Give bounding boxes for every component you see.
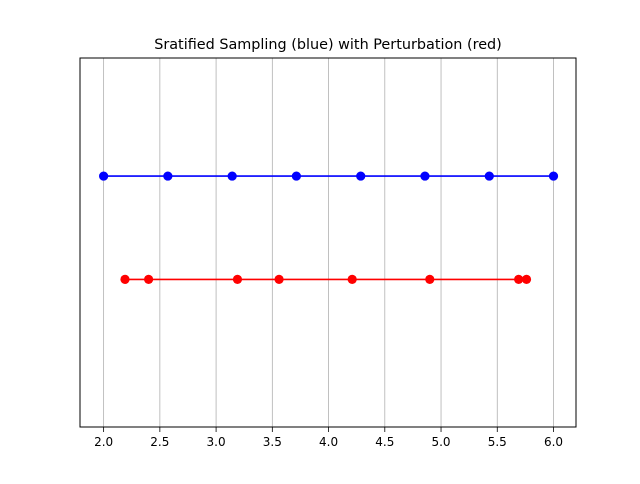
- series-layer: [99, 171, 559, 284]
- data-point: [548, 171, 559, 181]
- data-point: [99, 171, 109, 181]
- x-tick-label: 2.0: [94, 435, 113, 449]
- data-point: [291, 171, 301, 181]
- data-point: [120, 274, 130, 284]
- x-tick-label: 5.5: [488, 435, 507, 449]
- data-point: [356, 171, 366, 181]
- data-point: [144, 274, 154, 284]
- data-point: [232, 274, 243, 284]
- x-tick-label: 4.0: [319, 435, 338, 449]
- data-point: [484, 171, 494, 181]
- data-point: [420, 171, 430, 181]
- data-point: [163, 171, 173, 181]
- x-tick-label: 2.5: [150, 435, 169, 449]
- data-point: [514, 274, 524, 284]
- data-point: [347, 274, 357, 284]
- series-red: [120, 274, 532, 284]
- data-point: [521, 274, 532, 284]
- plot-frame: [79, 57, 577, 428]
- x-tick-label: 3.5: [263, 435, 282, 449]
- data-point: [227, 171, 237, 181]
- x-tick-label: 6.0: [544, 435, 563, 449]
- chart-title: Sratified Sampling (blue) with Perturbat…: [154, 37, 502, 53]
- x-axis: 2.0 2.5 3.0 3.5 4.0 4.5 5.0 5.5 6.0: [94, 427, 563, 449]
- x-tick-label: 3.0: [207, 435, 226, 449]
- series-blue: [99, 171, 559, 181]
- x-tick-label: 5.0: [431, 435, 450, 449]
- data-point: [425, 274, 435, 284]
- grid-layer: [103, 58, 554, 427]
- data-point: [274, 274, 284, 284]
- x-tick-label: 4.5: [375, 435, 394, 449]
